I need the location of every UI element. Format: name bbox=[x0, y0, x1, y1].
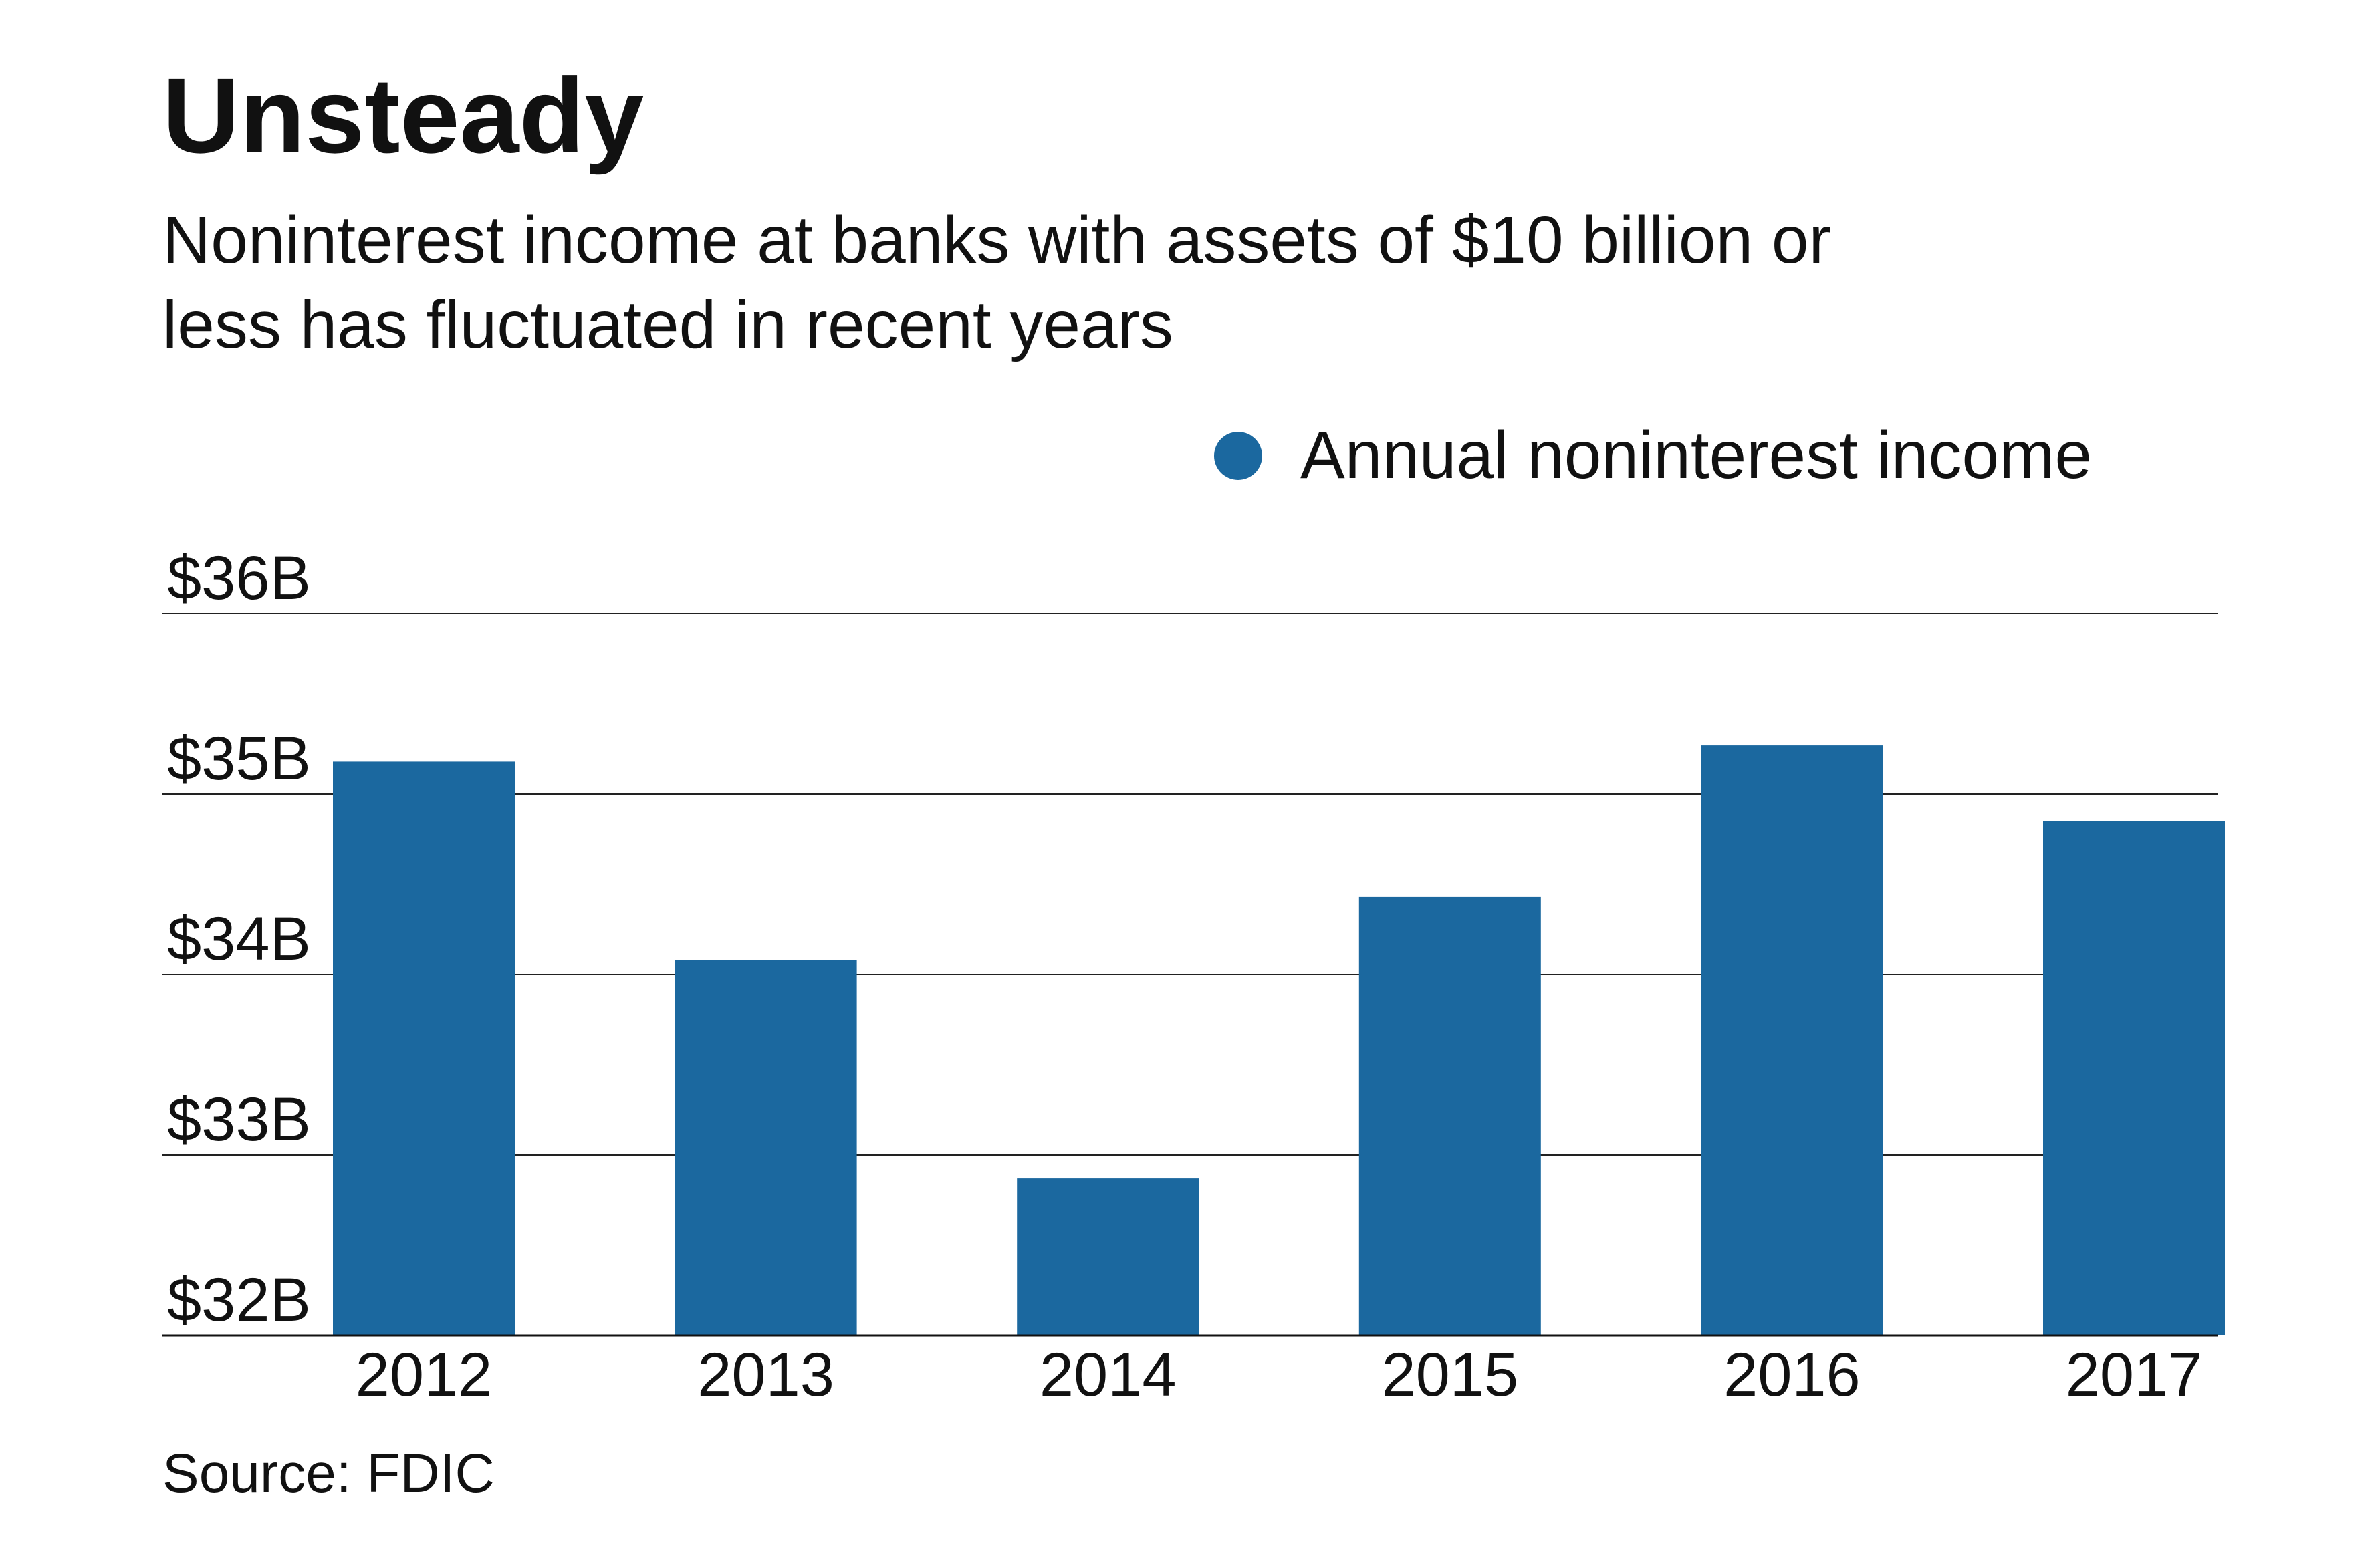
bar-2013 bbox=[675, 960, 857, 1335]
x-tick-label: 2013 bbox=[697, 1341, 834, 1409]
chart-subtitle-line-1: Noninterest income at banks with assets … bbox=[162, 203, 1831, 277]
bar-2016 bbox=[1701, 745, 1883, 1335]
y-tick-label: $36B bbox=[167, 544, 311, 612]
chart-source: Source: FDIC bbox=[162, 1443, 495, 1504]
y-tick-label: $33B bbox=[167, 1085, 311, 1154]
y-tick-label: $32B bbox=[167, 1266, 311, 1334]
bar-2017 bbox=[2043, 821, 2225, 1335]
x-tick-label: 2015 bbox=[1381, 1341, 1518, 1409]
bars bbox=[333, 745, 2225, 1335]
x-tick-label: 2016 bbox=[1723, 1341, 1861, 1409]
x-tick-label: 2017 bbox=[2066, 1341, 2203, 1409]
y-axis-tick-labels: $36B $35B $34B $33B $32B bbox=[167, 544, 311, 1334]
bar-2012 bbox=[333, 761, 515, 1335]
bar-2014 bbox=[1017, 1178, 1199, 1335]
x-tick-label: 2014 bbox=[1040, 1341, 1177, 1409]
legend: Annual noninterest income bbox=[1214, 418, 2092, 493]
chart-title: Unsteady bbox=[162, 55, 644, 175]
y-tick-label: $34B bbox=[167, 905, 311, 973]
legend-swatch bbox=[1214, 432, 1262, 480]
x-tick-label: 2012 bbox=[356, 1341, 493, 1409]
legend-label: Annual noninterest income bbox=[1300, 418, 2092, 493]
chart-subtitle-line-2: less has fluctuated in recent years bbox=[162, 287, 1173, 362]
bar-2015 bbox=[1358, 896, 1541, 1335]
y-tick-label: $35B bbox=[167, 725, 311, 793]
x-axis-tick-labels: 2012 2013 2014 2015 2016 2017 bbox=[356, 1341, 2203, 1409]
